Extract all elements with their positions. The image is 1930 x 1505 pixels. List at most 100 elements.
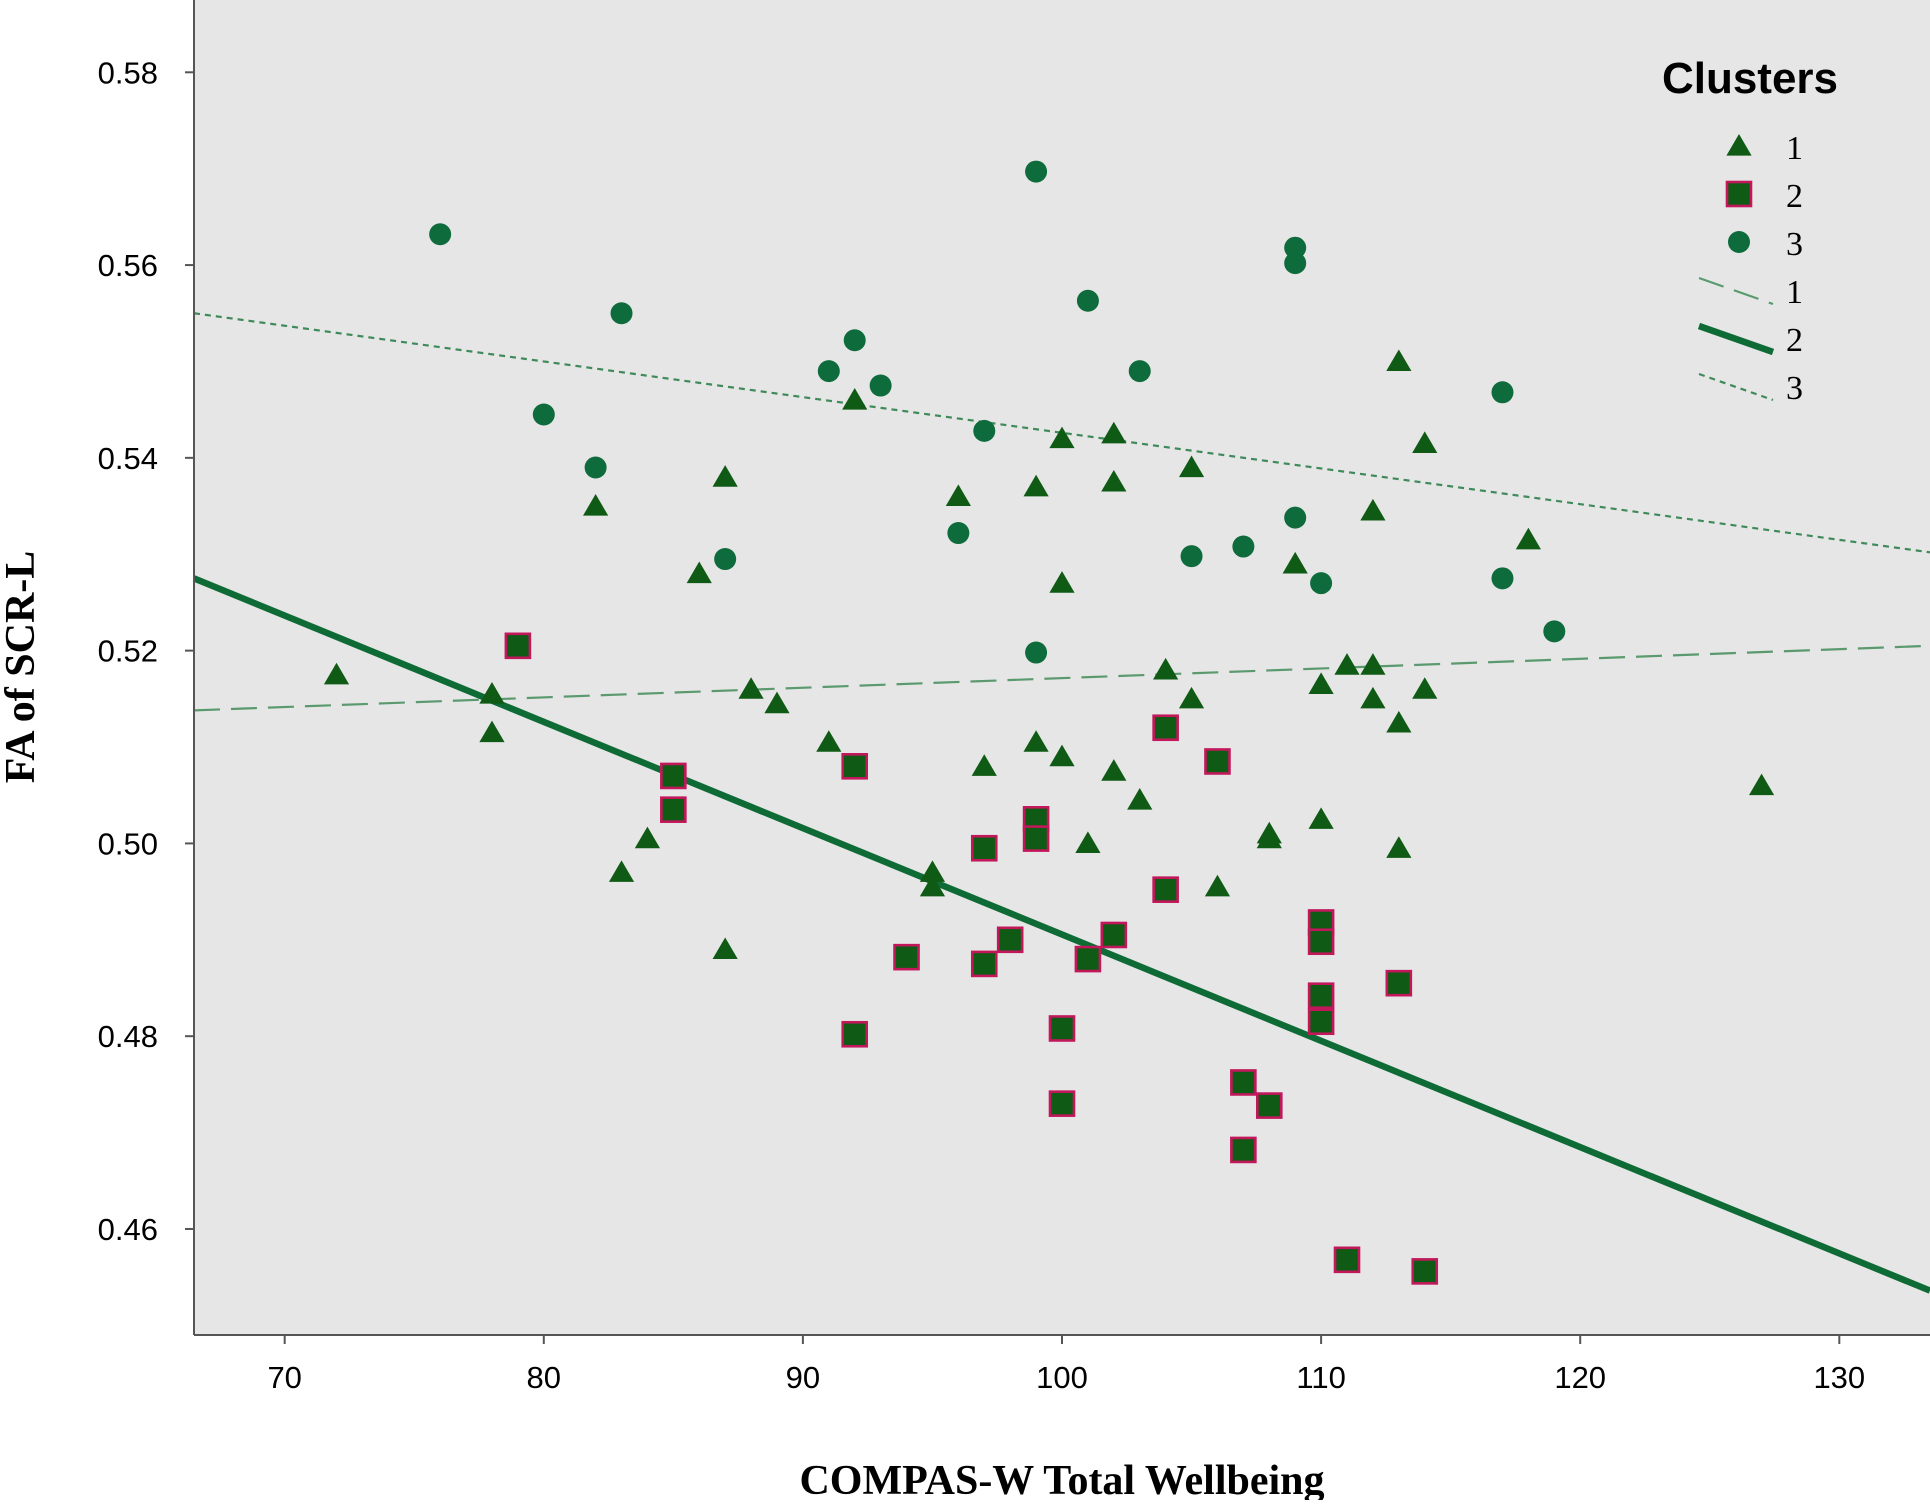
point-cluster-2: [660, 796, 687, 823]
point-cluster-1: [634, 826, 661, 849]
point-cluster-3: [532, 403, 555, 426]
point-cluster-1: [1049, 744, 1075, 767]
point-cluster-1: [1360, 686, 1386, 709]
y-tick-label: 0.50: [98, 826, 158, 861]
y-tick-label: 0.54: [98, 441, 158, 476]
point-cluster-2: [660, 762, 687, 790]
point-cluster-3: [1284, 236, 1307, 259]
point-cluster-1: [945, 484, 971, 507]
point-cluster-1: [1334, 653, 1360, 675]
x-axis-ticks: 70 80 90 100 110 120 130: [267, 1335, 1865, 1395]
point-cluster-2: [1230, 1069, 1257, 1096]
y-axis-ticks: 0.46 0.48 0.50 0.52 0.54 0.56 0.58: [98, 55, 194, 1247]
point-cluster-2: [1385, 969, 1413, 997]
point-cluster-2: [1074, 945, 1102, 973]
point-cluster-1: [1127, 788, 1153, 810]
point-cluster-1: [1101, 759, 1127, 781]
point-cluster-3: [1025, 641, 1048, 664]
y-axis-title: FA of SCR-L: [0, 551, 44, 784]
point-cluster-1: [1360, 653, 1386, 675]
point-cluster-2: [1411, 1258, 1439, 1285]
x-tick-label: 130: [1813, 1360, 1865, 1395]
legend-marker-1: [1726, 134, 1752, 156]
point-cluster-3: [1128, 360, 1151, 383]
point-cluster-1: [1049, 426, 1075, 449]
legend-label-line-2: 2: [1786, 322, 1803, 359]
point-cluster-3: [947, 522, 970, 545]
point-cluster-1: [479, 720, 505, 743]
point-cluster-3: [714, 548, 737, 571]
point-cluster-1: [1748, 773, 1775, 796]
point-cluster-2: [1307, 928, 1335, 956]
legend-line-3: [1698, 372, 1774, 402]
y-tick-label: 0.58: [98, 55, 158, 90]
x-tick-label: 110: [1296, 1360, 1345, 1395]
point-cluster-3: [1180, 545, 1203, 568]
plot-background: [194, 0, 1930, 1335]
point-cluster-1: [1101, 469, 1127, 492]
legend-line-2: [1697, 322, 1775, 356]
point-cluster-2: [1100, 921, 1128, 949]
data-points: [323, 160, 1775, 1285]
point-cluster-3: [1543, 620, 1566, 643]
point-cluster-2: [841, 1020, 869, 1048]
legend-line-1: [1698, 276, 1774, 306]
x-tick-label: 100: [1036, 1360, 1088, 1395]
point-cluster-1: [1256, 826, 1282, 849]
point-cluster-3: [869, 374, 892, 397]
point-cluster-3: [584, 456, 607, 479]
point-cluster-3: [1284, 252, 1307, 275]
point-cluster-1: [1153, 657, 1179, 680]
point-cluster-2: [1230, 1136, 1257, 1164]
point-cluster-2: [1255, 1092, 1283, 1119]
x-tick-label: 70: [267, 1360, 301, 1395]
point-cluster-1: [1178, 686, 1205, 709]
point-cluster-2: [1152, 714, 1179, 742]
legend-label-line-1: 1: [1786, 274, 1803, 311]
x-axis-title: COMPAS-W Total Wellbeing: [799, 1458, 1324, 1500]
point-cluster-1: [738, 677, 764, 699]
point-cluster-2: [1204, 748, 1231, 775]
fit-line-cluster-1: [193, 644, 1930, 712]
point-cluster-1: [1178, 455, 1205, 478]
point-cluster-1: [1101, 421, 1127, 444]
point-cluster-3: [1310, 572, 1333, 595]
point-cluster-3: [610, 302, 633, 325]
point-cluster-2: [970, 834, 998, 862]
x-tick-label: 90: [786, 1360, 820, 1395]
point-cluster-1: [479, 682, 505, 704]
point-cluster-1: [971, 754, 997, 776]
legend-label-line-3: 3: [1786, 370, 1803, 407]
point-cluster-3: [429, 223, 452, 246]
point-cluster-1: [919, 860, 946, 882]
point-cluster-1: [1023, 730, 1049, 752]
point-cluster-3: [1284, 506, 1307, 529]
point-cluster-1: [1282, 551, 1308, 574]
legend-marker-3: [1728, 231, 1750, 253]
point-cluster-1: [919, 874, 946, 897]
y-tick-label: 0.48: [98, 1019, 158, 1054]
point-cluster-2: [841, 752, 869, 780]
point-cluster-1: [712, 937, 738, 960]
legend-label-marker-1: 1: [1786, 130, 1803, 167]
x-tick-label: 80: [527, 1360, 561, 1395]
point-cluster-2: [1022, 825, 1050, 852]
point-cluster-1: [842, 388, 868, 410]
y-tick-label: 0.46: [98, 1212, 158, 1247]
point-cluster-1: [712, 465, 738, 487]
point-cluster-3: [973, 419, 996, 442]
x-tick-label: 120: [1554, 1360, 1606, 1395]
point-cluster-3: [1491, 381, 1514, 404]
point-cluster-1: [323, 662, 350, 685]
point-cluster-1: [1204, 874, 1231, 897]
point-cluster-1: [1049, 571, 1075, 593]
point-cluster-2: [504, 632, 532, 660]
point-cluster-3: [817, 360, 840, 383]
point-cluster-2: [1307, 982, 1335, 1010]
point-cluster-3: [1025, 160, 1048, 183]
point-cluster-2: [1152, 876, 1179, 903]
point-cluster-2: [996, 926, 1024, 954]
point-cluster-1: [1075, 831, 1101, 854]
